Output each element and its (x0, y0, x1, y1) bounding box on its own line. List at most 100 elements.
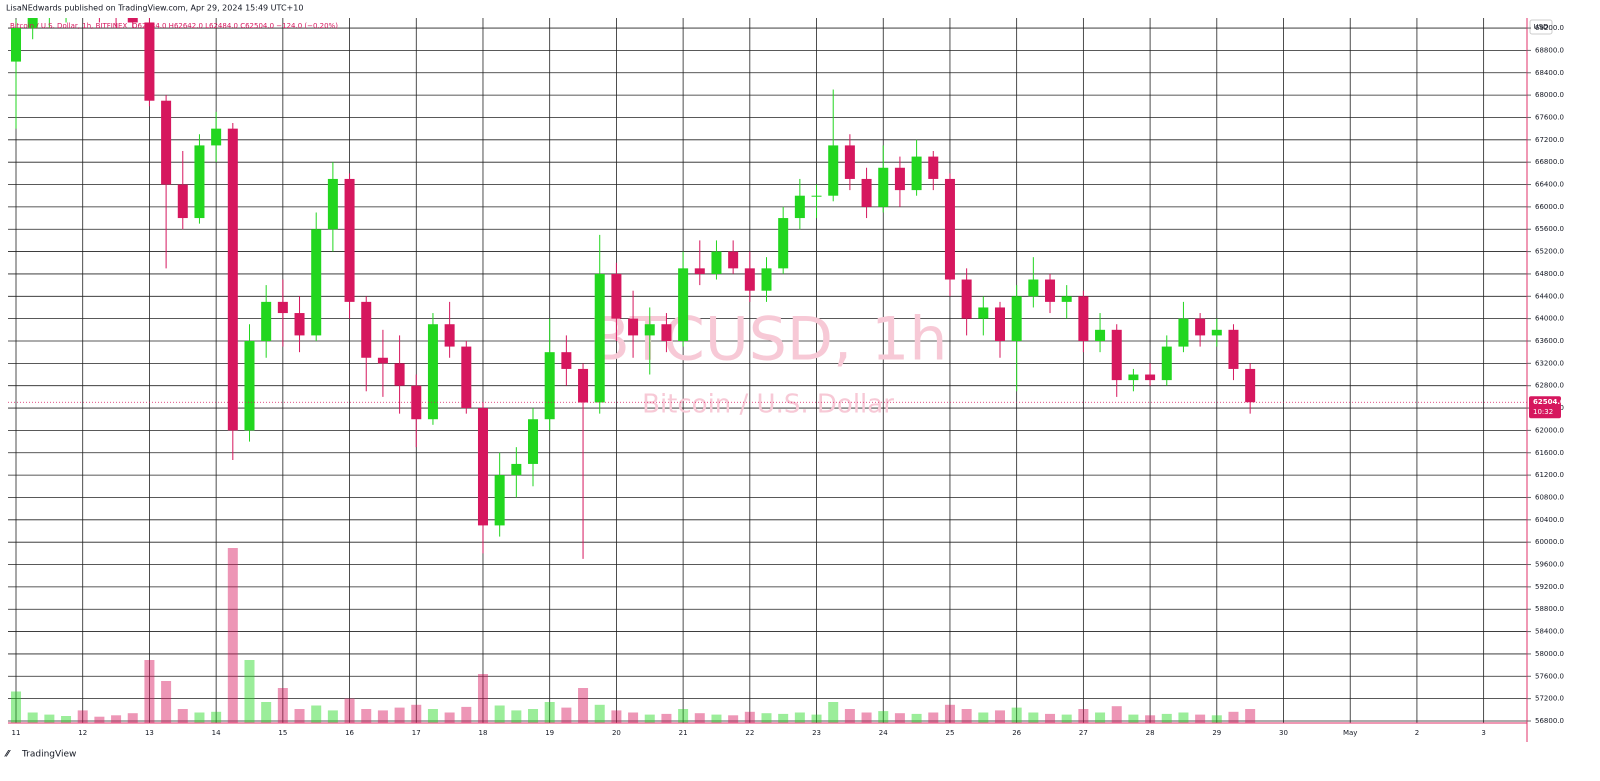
candle-body (728, 251, 739, 269)
y-tick-label: 65600.0 (1535, 225, 1564, 233)
candle-body (1078, 296, 1089, 341)
volume-bar (111, 715, 122, 723)
candle-body (261, 301, 272, 341)
candle-body (594, 273, 605, 403)
candle-body (1245, 368, 1256, 403)
volume-bar (327, 710, 338, 723)
volume-bar (27, 712, 38, 723)
last-price-label: 62504.0 (1533, 398, 1565, 406)
x-tick-label: 2 (1415, 729, 1419, 737)
volume-bar (1078, 709, 1089, 723)
x-tick-label: 28 (1146, 729, 1155, 737)
candle-body (327, 178, 338, 230)
volume-bar (728, 715, 739, 723)
brand-logo: ⁄⁄ (4, 750, 12, 760)
candle-body (844, 145, 855, 179)
volume-bar (544, 702, 555, 723)
candle-body (477, 408, 488, 526)
volume-bar (144, 660, 155, 723)
volume-bar (477, 674, 488, 723)
volume-bar (1228, 711, 1239, 723)
x-tick-label: 20 (612, 729, 621, 737)
candle-body (161, 100, 172, 185)
y-tick-label: 60800.0 (1535, 493, 1564, 501)
candle-body (878, 167, 889, 207)
candle-body (127, 18, 138, 23)
x-tick-label: 25 (945, 729, 954, 737)
candle-body (1111, 329, 1122, 381)
y-tick-label: 69200.0 (1535, 24, 1564, 32)
volume-bar (811, 714, 822, 723)
candle-body (911, 156, 922, 191)
y-tick-label: 64400.0 (1535, 292, 1564, 300)
volume-bar (644, 714, 655, 723)
x-tick-label: 27 (1079, 729, 1088, 737)
y-tick-label: 66000.0 (1535, 203, 1564, 211)
plot-area (8, 18, 1527, 723)
volume-bar (461, 706, 472, 723)
candle-body (828, 145, 839, 196)
y-tick-label: 61600.0 (1535, 449, 1564, 457)
candle-body (1128, 374, 1139, 381)
candle-body (1145, 374, 1156, 381)
volume-bar (177, 709, 188, 723)
volume-bar (394, 707, 405, 723)
volume-bar (961, 709, 972, 723)
candle-body (27, 18, 38, 29)
volume-bar (511, 710, 522, 723)
candle-body (661, 324, 672, 341)
x-tick-label: 19 (545, 729, 554, 737)
y-tick-label: 62800.0 (1535, 382, 1564, 390)
volume-bar (711, 714, 722, 723)
candle-body (861, 178, 872, 207)
y-tick-label: 60400.0 (1535, 516, 1564, 524)
x-tick-label: 15 (278, 729, 287, 737)
volume-bar (261, 702, 272, 723)
volume-bar (1161, 713, 1172, 723)
candle-body (694, 268, 705, 274)
volume-bar (994, 710, 1005, 723)
y-tick-label: 57600.0 (1535, 672, 1564, 680)
candle-body (144, 22, 155, 101)
y-tick-label: 59200.0 (1535, 583, 1564, 591)
volume-bar (427, 709, 438, 723)
volume-bar (761, 713, 772, 723)
candle-body (678, 268, 689, 341)
volume-bar (561, 707, 572, 723)
y-tick-label: 64800.0 (1535, 270, 1564, 278)
volume-bar (578, 688, 589, 723)
candle-body (1195, 318, 1206, 336)
candle-body (761, 268, 772, 291)
y-tick-label: 58000.0 (1535, 650, 1564, 658)
volume-bar (1211, 715, 1222, 723)
candle-body (11, 28, 22, 62)
y-tick-label: 68400.0 (1535, 69, 1564, 77)
x-tick-label: 16 (345, 729, 354, 737)
volume-bar (1011, 707, 1022, 723)
x-tick-label: May (1343, 729, 1357, 737)
candle-body (528, 419, 539, 464)
volume-bar (444, 712, 455, 723)
volume-bar (1045, 713, 1056, 723)
candle-body (578, 368, 589, 403)
x-tick-label: 26 (1012, 729, 1021, 737)
candle-body (1178, 318, 1189, 347)
volume-bar (1178, 712, 1189, 723)
candle-body (177, 184, 188, 219)
volume-bar (1195, 714, 1206, 723)
volume-bar (227, 548, 238, 723)
candle-body (794, 195, 805, 219)
candle-body (211, 128, 222, 146)
y-tick-label: 60000.0 (1535, 538, 1564, 546)
volume-bar (94, 716, 105, 723)
watermark-title: BTCUSD, 1h (589, 305, 948, 375)
volume-bar (194, 712, 205, 723)
candle-body (628, 318, 639, 336)
volume-bar (161, 681, 172, 723)
volume-bar (628, 712, 639, 723)
volume-bar (1095, 712, 1106, 723)
y-tick-label: 57200.0 (1535, 695, 1564, 703)
currency-box[interactable] (1529, 19, 1553, 35)
volume-bar (1061, 714, 1072, 723)
